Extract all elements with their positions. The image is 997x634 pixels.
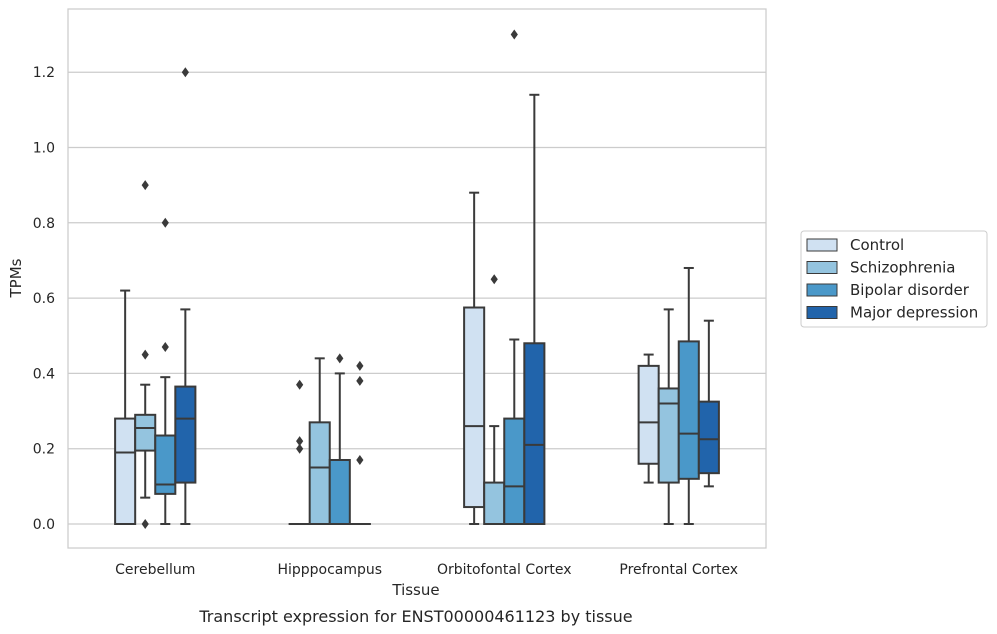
outlier-point [356,360,364,371]
x-axis-title: Tissue [391,581,439,599]
box-major-depression [523,93,546,525]
box-bipolar-disorder [503,29,526,525]
box-iqr [483,481,506,525]
outlier-point [356,454,364,465]
chart-caption: Transcript expression for ENST0000046112… [198,607,632,626]
box-schizophrenia [657,308,680,525]
box-iqr [637,364,660,465]
outlier-point [181,67,189,78]
outlier-point [161,217,169,228]
box-iqr [523,342,546,525]
outlier-point [296,443,304,454]
x-tick-label: Orbitofontal Cortex [437,562,572,578]
box-iqr [697,400,720,475]
y-tick-label: 0.4 [33,366,55,382]
box-iqr [503,417,526,525]
box-bipolar-disorder [677,266,700,525]
box-bipolar-disorder [154,217,177,525]
outlier-point [490,274,498,285]
outlier-point [141,519,149,529]
legend-swatch [806,238,838,252]
legend-label: Control [850,236,904,254]
plot-frame [67,8,767,549]
legend: Control Schizophrenia Bipolar disorder Majo… [800,230,988,328]
outlier-point [161,342,169,353]
legend-label: Bipolar disorder [850,281,970,299]
box-control [637,353,660,484]
box-iqr [328,458,351,525]
y-tick-label: 0.8 [33,216,55,232]
box-iqr [463,306,486,509]
box-schizophrenia [308,357,331,525]
ticks: 0.0 0.2 0.4 0.6 0.8 1.0 1.2 Cerebellum Hipppocam… [33,65,738,578]
y-tick-label: 1.0 [33,141,55,157]
box-schizophrenia [134,180,157,529]
legend-label: Schizophrenia [850,259,955,277]
box-iqr [174,385,197,484]
legend-label: Major depression [850,304,978,322]
y-axis-title: TPMs [7,258,25,298]
box-major-depression [348,360,371,526]
box-schizophrenia [483,274,506,525]
box-iqr [114,417,137,525]
box-major-depression [697,319,720,488]
x-tick-label: Hipppocampus [277,562,382,578]
outlier-point [141,349,149,360]
outlier-point [141,180,149,191]
y-tick-label: 0.2 [33,442,55,458]
box-control [463,191,486,525]
box-bipolar-disorder [328,353,351,525]
outlier-point [296,436,304,447]
y-tick-label: 0.0 [33,517,55,533]
box-control [288,379,311,526]
legend-swatch [806,283,838,297]
boxes [114,29,720,529]
legend-frame [800,230,988,328]
box-iqr [134,413,157,452]
y-tick-label: 0.6 [33,291,55,307]
x-tick-label: Cerebellum [115,562,195,578]
outlier-point [356,375,364,386]
outlier-point [336,353,344,364]
x-tick-label: Prefrontal Cortex [619,562,738,578]
box-major-depression [174,67,197,525]
outlier-point [510,29,518,40]
box-control [114,289,137,525]
box-iqr [677,340,700,480]
legend-swatch [806,306,838,319]
legend-swatch [806,261,838,274]
outlier-point [296,379,304,390]
box-iqr [308,421,331,525]
y-tick-label: 1.2 [33,65,55,81]
